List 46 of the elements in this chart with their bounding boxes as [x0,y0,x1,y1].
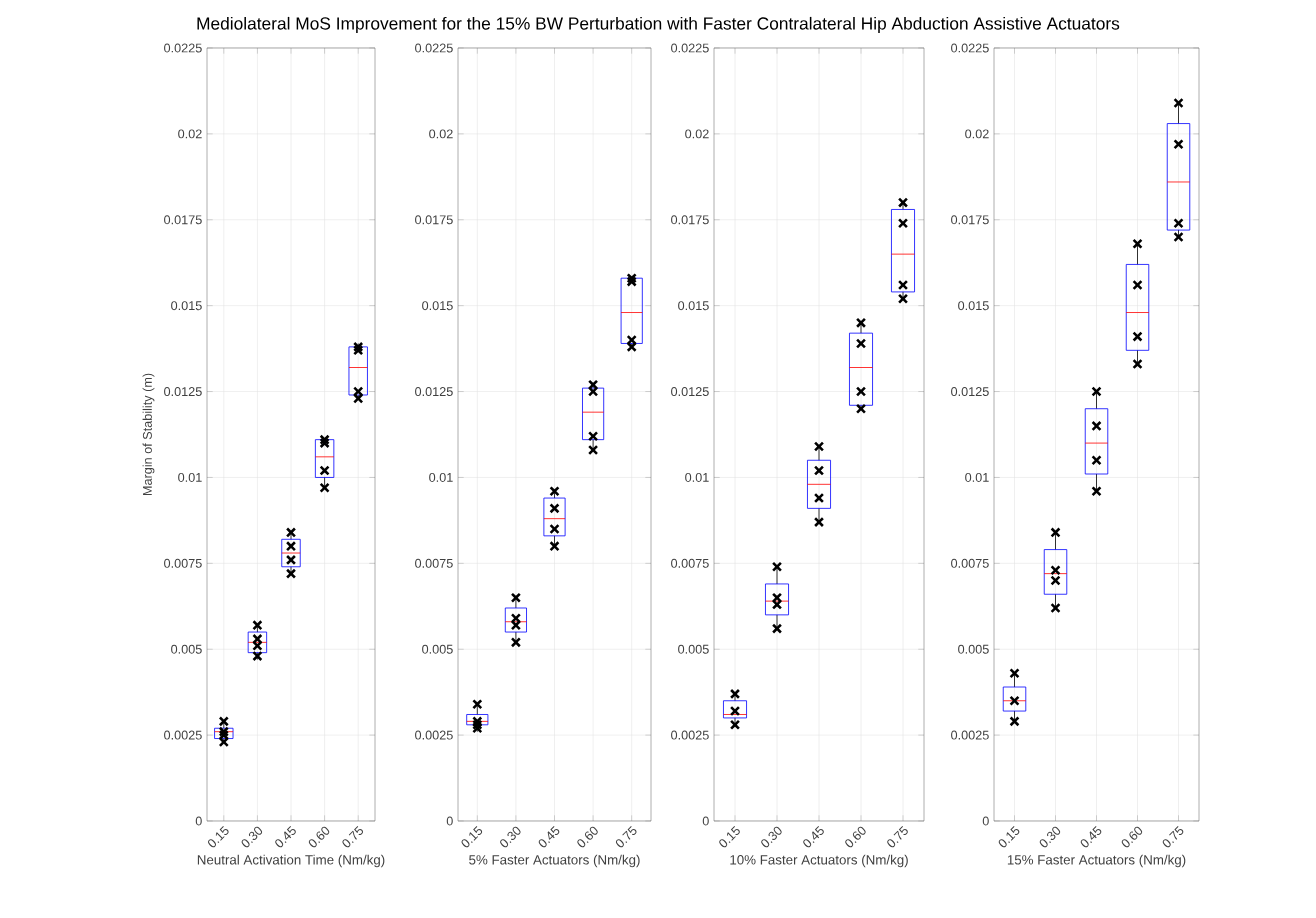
y-tick-label: 0.0175 [415,215,453,225]
y-tick-label: 0.0125 [415,387,453,397]
y-tick-label: 0.0025 [951,730,989,740]
y-tick-label: 0.02 [429,129,453,139]
y-tick-label: 0.0225 [415,43,453,53]
y-tick-label: 0.0225 [164,43,202,53]
y-tick-label: 0.005 [171,644,202,654]
y-tick-label: 0.01 [429,472,453,482]
text: Mediolateral MoS Improvement for the 15% BW Perturbation with Faster Contralateral Hip Abduction Assistive Actuators [197,16,1120,34]
x-axis-title: 10% Faster Actuators (Nm/kg) [730,854,908,868]
y-tick-label: 0.0075 [415,558,453,568]
y-tick-label: 0.0075 [951,558,989,568]
y-tick-label: 0.005 [958,644,989,654]
y-tick-label: 0.01 [685,472,709,482]
x-axis-title: 5% Faster Actuators (Nm/kg) [469,854,640,868]
y-tick-label: 0.0075 [671,558,709,568]
y-tick-label: 0.01 [178,472,202,482]
y-tick-label: 0.0025 [415,730,453,740]
y-tick-label: 0.0125 [671,387,709,397]
y-tick-label: 0 [446,816,453,826]
y-tick-label: 0.0025 [671,730,709,740]
x-axis-title: Neutral Activation Time (Nm/kg) [197,854,385,868]
y-tick-label: 0.0175 [951,215,989,225]
y-tick-label: 0 [702,816,709,826]
x-axis-title: 15% Faster Actuators (Nm/kg) [1007,854,1186,868]
y-tick-label: 0.015 [958,301,989,311]
y-tick-label: 0.015 [678,301,709,311]
y-tick-label: 0.0175 [671,215,709,225]
y-tick-label: 0.0125 [164,387,202,397]
y-tick-label: 0.005 [422,644,453,654]
y-tick-label: 0.0225 [951,43,989,53]
y-tick-label: 0.02 [178,129,202,139]
y-tick-label: 0.005 [678,644,709,654]
y-tick-label: 0.02 [965,129,989,139]
y-tick-label: 0.0175 [164,215,202,225]
y-tick-label: 0 [982,816,989,826]
y-tick-label: 0.0075 [164,558,202,568]
y-tick-label: 0.015 [422,301,453,311]
y-tick-label: 0.0025 [164,730,202,740]
y-tick-label: 0.0125 [951,387,989,397]
y-tick-label: 0.01 [965,472,989,482]
y-tick-label: 0.015 [171,301,202,311]
y-tick-label: 0 [195,816,202,826]
y-axis-title: Margin of Stability (m) [142,373,155,496]
y-tick-label: 0.0225 [671,43,709,53]
y-tick-label: 0.02 [685,129,709,139]
